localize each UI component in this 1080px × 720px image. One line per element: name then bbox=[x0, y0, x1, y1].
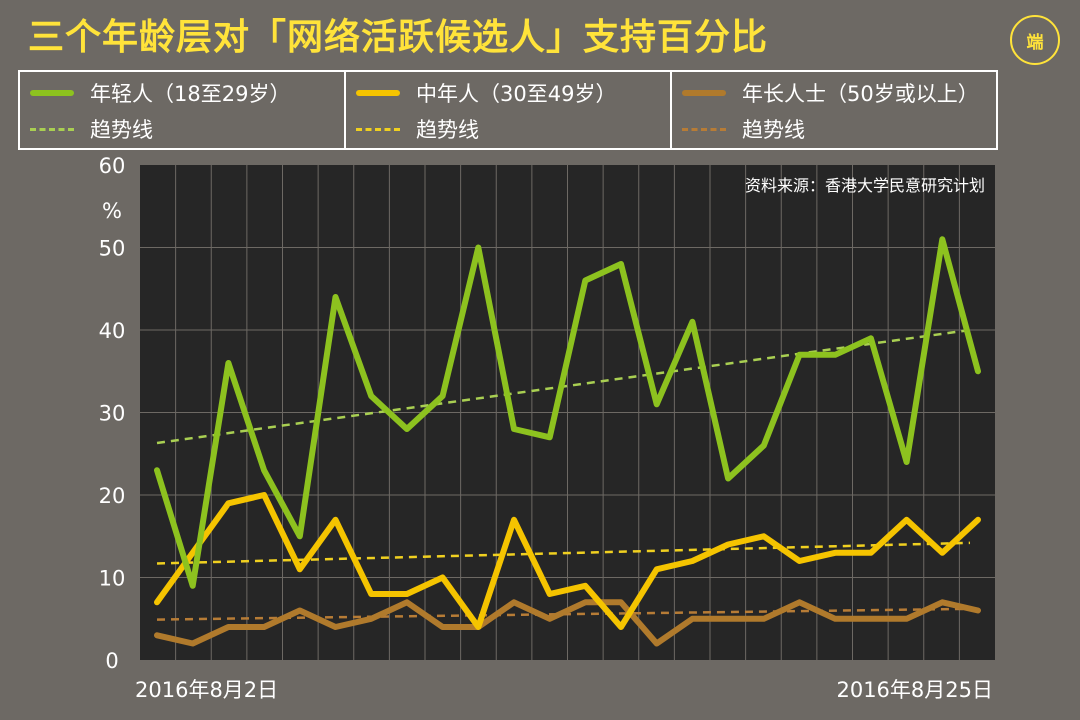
legend-trend-label-young: 趋势线 bbox=[90, 118, 153, 142]
legend-entry-young: 年轻人（18至29岁） bbox=[30, 78, 290, 108]
trend-line bbox=[156, 541, 971, 565]
source-note: 资料来源：香港大学民意研究计划 bbox=[745, 176, 985, 195]
y-tick-label: 40 bbox=[99, 319, 126, 343]
y-tick-label: 20 bbox=[99, 484, 126, 508]
y-tick-label: 60 bbox=[99, 154, 126, 178]
series-line bbox=[154, 236, 981, 589]
series-lines bbox=[154, 236, 981, 647]
legend-old: 年长人士（50岁或以上） 趋势线 bbox=[672, 72, 996, 148]
y-axis-unit: % bbox=[102, 199, 122, 223]
y-tick-label: 30 bbox=[99, 402, 126, 426]
legend-entry-old: 年长人士（50岁或以上） bbox=[682, 78, 979, 108]
series-line bbox=[154, 599, 981, 647]
chart-legend: 年轻人（18至29岁） 趋势线 中年人（30至49岁） 趋势线 年长人士（50岁… bbox=[18, 70, 998, 150]
legend-young: 年轻人（18至29岁） 趋势线 bbox=[20, 72, 346, 148]
legend-trend-middle: 趋势线 bbox=[356, 114, 479, 144]
legend-trend-young: 趋势线 bbox=[30, 114, 153, 144]
legend-swatch-young bbox=[30, 90, 74, 96]
legend-entry-middle: 中年人（30至49岁） bbox=[356, 78, 616, 108]
legend-trend-swatch-young bbox=[30, 127, 74, 131]
legend-swatch-old bbox=[682, 90, 726, 96]
y-axis-ticks: 0 10 20 30 40 50 60 bbox=[99, 154, 126, 673]
legend-swatch-middle bbox=[356, 90, 400, 96]
legend-trend-swatch-old bbox=[682, 127, 726, 131]
legend-middle: 中年人（30至49岁） 趋势线 bbox=[346, 72, 672, 148]
legend-trend-swatch-middle bbox=[356, 127, 400, 131]
x-end-label: 2016年8月25日 bbox=[836, 678, 993, 702]
x-start-label: 2016年8月2日 bbox=[135, 678, 278, 702]
legend-trend-label-middle: 趋势线 bbox=[416, 118, 479, 142]
legend-trend-old: 趋势线 bbox=[682, 114, 805, 144]
y-tick-label: 50 bbox=[99, 237, 126, 261]
y-tick-label: 0 bbox=[105, 649, 118, 673]
chart-title: 三个年龄层对「网络活跃候选人」支持百分比 bbox=[28, 16, 769, 58]
legend-label-middle: 中年人（30至49岁） bbox=[416, 82, 617, 106]
legend-label-old: 年长人士（50岁或以上） bbox=[742, 82, 979, 106]
brand-logo: 端 bbox=[1010, 15, 1060, 65]
legend-trend-label-old: 趋势线 bbox=[742, 118, 805, 142]
y-tick-label: 10 bbox=[99, 567, 126, 591]
series-line bbox=[154, 492, 981, 630]
legend-label-young: 年轻人（18至29岁） bbox=[90, 82, 291, 106]
